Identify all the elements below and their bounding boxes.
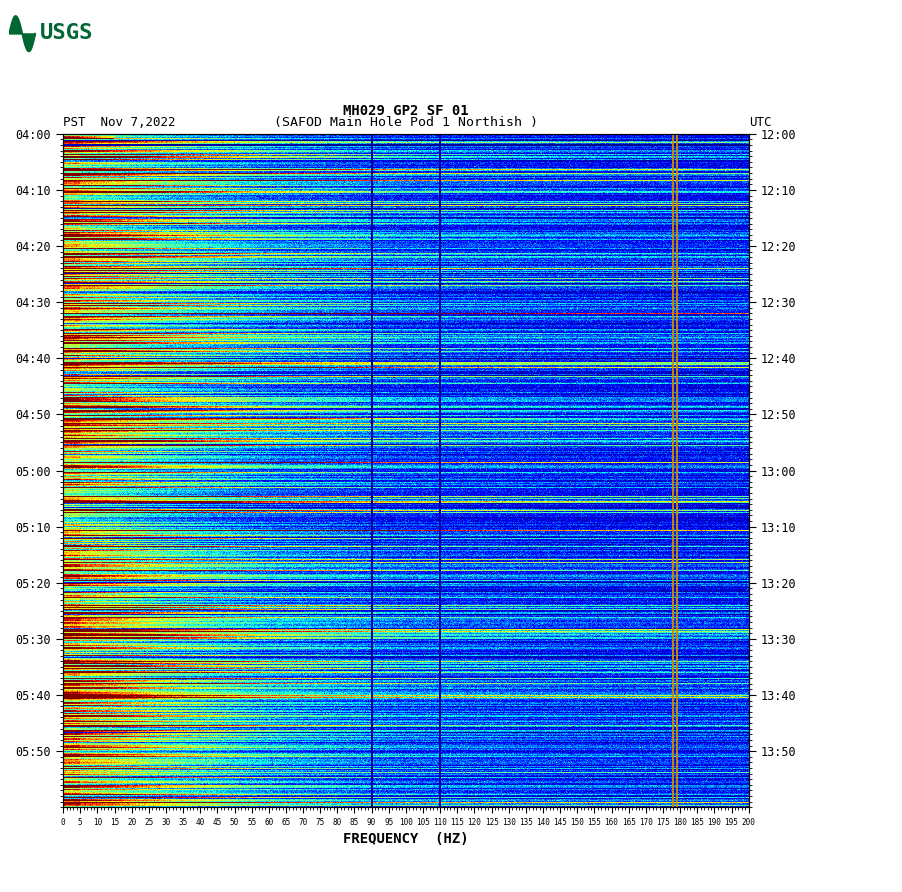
Text: UTC: UTC xyxy=(749,116,771,129)
Text: MH029 GP2 SF 01: MH029 GP2 SF 01 xyxy=(343,103,469,118)
Text: (SAFOD Main Hole Pod 1 Northish ): (SAFOD Main Hole Pod 1 Northish ) xyxy=(274,116,538,129)
Text: PST  Nov 7,2022: PST Nov 7,2022 xyxy=(63,116,176,129)
Text: USGS: USGS xyxy=(40,23,94,44)
X-axis label: FREQUENCY  (HZ): FREQUENCY (HZ) xyxy=(343,832,469,847)
